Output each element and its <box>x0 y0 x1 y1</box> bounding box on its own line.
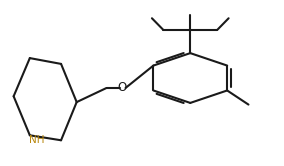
Text: O: O <box>118 81 127 94</box>
Text: NH: NH <box>29 135 45 145</box>
